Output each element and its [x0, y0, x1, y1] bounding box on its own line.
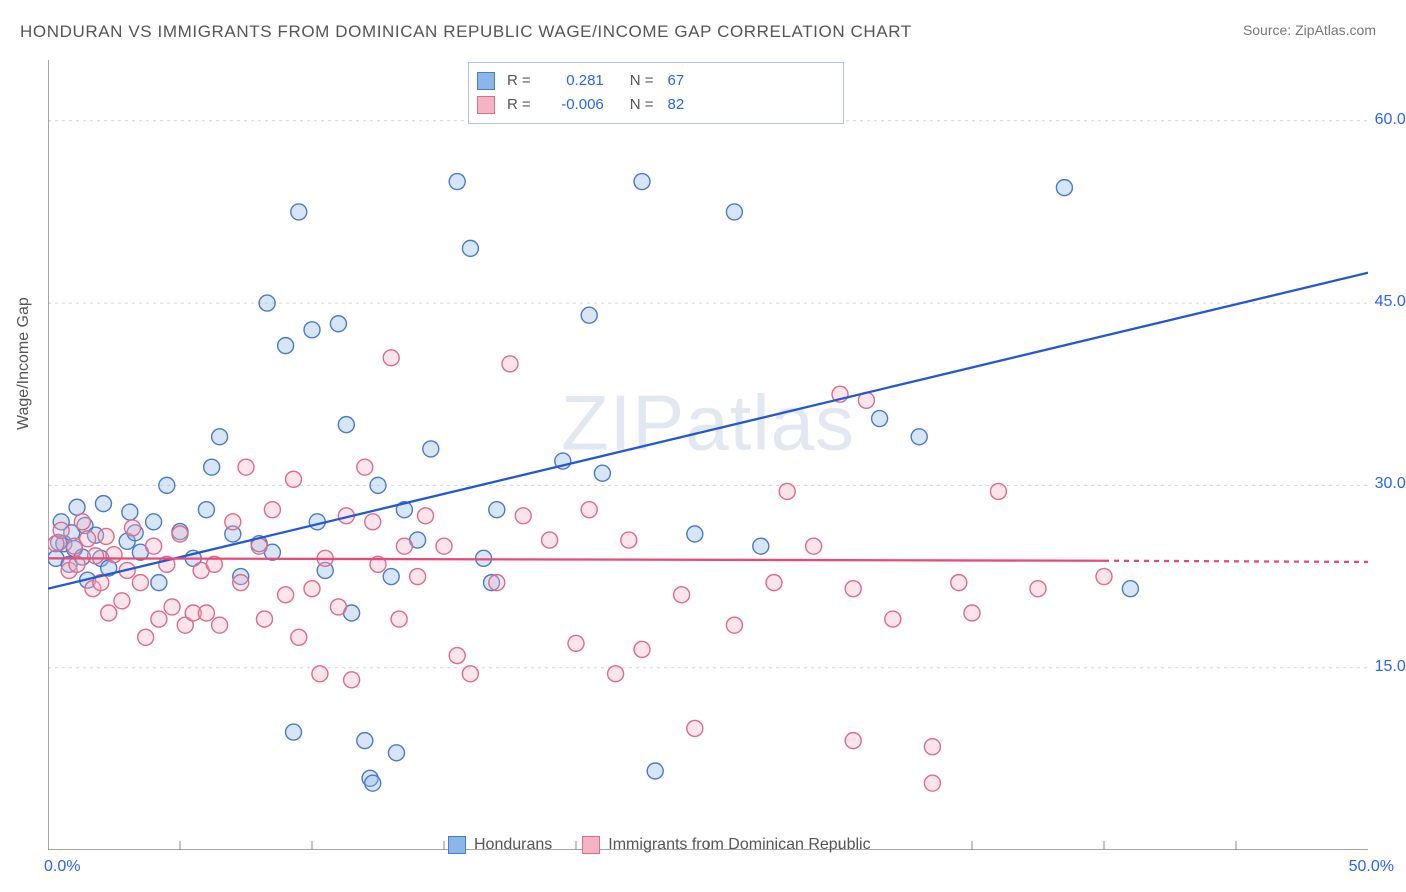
correlation-legend: R = 0.281 N = 67 R = -0.006 N = 82	[468, 62, 844, 124]
x-tick-left: 0.0%	[44, 858, 80, 876]
legend-row-dominican: R = -0.006 N = 82	[477, 93, 835, 117]
y-tick: 45.0%	[1375, 293, 1406, 311]
swatch-hondurans	[477, 72, 495, 90]
legend-r-label: R =	[507, 93, 531, 117]
chart-container: HONDURAN VS IMMIGRANTS FROM DOMINICAN RE…	[0, 0, 1406, 892]
legend-r-label: R =	[507, 69, 531, 93]
y-axis-label: Wage/Income Gap	[15, 297, 33, 430]
swatch-dominican	[582, 836, 600, 854]
legend-item-dominican: Immigrants from Dominican Republic	[582, 836, 870, 854]
x-tick-right: 50.0%	[1349, 858, 1394, 876]
legend-label: Immigrants from Dominican Republic	[608, 836, 870, 854]
legend-row-hondurans: R = 0.281 N = 67	[477, 69, 835, 93]
legend-item-hondurans: Hondurans	[448, 836, 552, 854]
series-legend: Hondurans Immigrants from Dominican Repu…	[448, 836, 871, 854]
legend-n-label: N =	[630, 93, 654, 117]
legend-r-value: -0.006	[549, 93, 604, 117]
y-tick: 30.0%	[1375, 475, 1406, 493]
scatter-plot	[48, 60, 1368, 850]
legend-label: Hondurans	[474, 836, 552, 854]
legend-n-value: 67	[668, 69, 685, 93]
legend-r-value: 0.281	[549, 69, 604, 93]
y-tick: 60.0%	[1375, 111, 1406, 129]
swatch-dominican	[477, 96, 495, 114]
source-label: Source: ZipAtlas.com	[1243, 22, 1376, 38]
legend-n-label: N =	[630, 69, 654, 93]
legend-n-value: 82	[668, 93, 685, 117]
swatch-hondurans	[448, 836, 466, 854]
y-tick: 15.0%	[1375, 658, 1406, 676]
chart-title: HONDURAN VS IMMIGRANTS FROM DOMINICAN RE…	[20, 22, 912, 42]
plot-area: ZIPatlas R = 0.281 N = 67 R = -0.006 N =…	[48, 60, 1368, 850]
